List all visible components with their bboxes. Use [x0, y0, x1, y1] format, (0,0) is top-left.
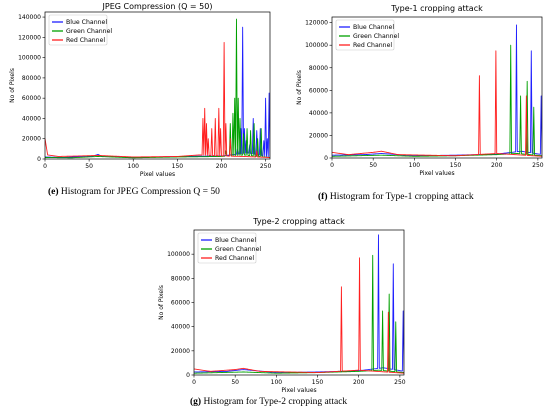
x-tick-label: 100 — [271, 379, 283, 386]
chart-f-xlabel: Pixel values — [419, 170, 454, 177]
caption-f-text: Histogram for Type-1 cropping attack — [329, 192, 474, 202]
x-tick-label: 50 — [85, 163, 93, 170]
chart-f-legend — [335, 19, 395, 51]
y-tick-label: 40000 — [309, 110, 328, 117]
caption-g-text: Histogram for Type-2 cropping attack — [203, 397, 348, 407]
chart-panel-f: Type-1 cropping attack 0 50 100 150 200 250 0 20… — [290, 0, 550, 205]
chart-f-svg: Type-1 cropping attack 0 50 100 150 200 250 0 20… — [296, 4, 544, 177]
chart-f-ylabel: No of Pixels — [296, 70, 303, 105]
series-e-green-channel — [45, 18, 270, 159]
x-tick-label: 0 — [43, 163, 47, 170]
x-tick-label: 150 — [172, 163, 184, 170]
chart-panel-e: JPEG Compression (Q = 50) 0 50 100 150 200 250… — [0, 0, 285, 205]
legend-entry: Red Channel — [215, 255, 254, 262]
y-tick-label: 40000 — [22, 115, 41, 122]
x-tick-label: 200 — [491, 162, 503, 169]
caption-e-letter: (e) — [48, 187, 59, 197]
y-tick-label: 100000 — [167, 251, 190, 258]
chart-e-legend — [48, 14, 108, 46]
y-tick-label: 40000 — [171, 324, 190, 331]
legend-entry: Blue Channel — [215, 237, 256, 244]
y-tick-label: 80000 — [309, 65, 328, 72]
chart-e-ylabel: No of Pixels — [9, 68, 16, 103]
y-tick-label: 0 — [186, 372, 190, 379]
legend-entry: Blue Channel — [66, 19, 107, 26]
y-tick-label: 60000 — [22, 95, 41, 102]
x-tick-label: 100 — [409, 162, 421, 169]
series-f-red-channel — [332, 50, 542, 157]
chart-e-xlabel: Pixel values — [140, 171, 175, 178]
y-tick-label: 80000 — [22, 75, 41, 82]
x-tick-label: 150 — [450, 162, 462, 169]
y-tick-label: 140000 — [18, 14, 41, 21]
x-tick-label: 50 — [369, 162, 377, 169]
x-tick-label: 100 — [128, 163, 140, 170]
legend-entry: Green Channel — [215, 246, 261, 253]
chart-panel-g: Type-2 cropping attack 0 50 100 150 200 250 0 20… — [150, 212, 415, 414]
legend-entry: Blue Channel — [353, 24, 394, 31]
caption-g-letter: (g) — [190, 397, 202, 407]
caption-e: (e) Histogram for JPEG Compression Q = 5… — [48, 187, 220, 197]
x-tick-label: 150 — [312, 379, 324, 386]
x-tick-label: 0 — [330, 162, 334, 169]
x-tick-label: 250 — [394, 379, 406, 386]
x-tick-label: 250 — [260, 163, 272, 170]
y-tick-label: 60000 — [171, 300, 190, 307]
y-tick-label: 20000 — [22, 136, 41, 143]
chart-f-title: Type-1 cropping attack — [390, 4, 483, 13]
caption-f: (f) Histogram for Type-1 cropping attack — [318, 192, 474, 202]
y-tick-label: 100000 — [305, 42, 328, 49]
legend-entry: Red Channel — [66, 37, 105, 44]
caption-g: (g) Histogram for Type-2 cropping attack — [190, 397, 347, 407]
x-tick-label: 200 — [216, 163, 228, 170]
series-g-red-channel — [194, 257, 404, 374]
y-tick-label: 120000 — [18, 34, 41, 41]
caption-f-letter: (f) — [318, 192, 328, 202]
y-tick-label: 60000 — [309, 87, 328, 94]
caption-e-text: Histogram for JPEG Compression Q = 50 — [60, 187, 220, 197]
legend-entry: Green Channel — [353, 33, 399, 40]
series-g-green-channel — [194, 254, 404, 374]
x-tick-label: 250 — [532, 162, 544, 169]
chart-e-frame — [44, 11, 271, 160]
chart-f-frame — [331, 16, 543, 159]
chart-g-xlabel: Pixel values — [281, 387, 316, 394]
y-tick-label: 20000 — [171, 348, 190, 355]
y-tick-label: 20000 — [309, 132, 328, 139]
series-e-red-channel — [45, 41, 270, 158]
chart-g-title: Type-2 cropping attack — [252, 217, 345, 226]
x-tick-label: 0 — [192, 379, 196, 386]
y-tick-label: 120000 — [305, 20, 328, 27]
x-tick-label: 50 — [231, 379, 239, 386]
chart-g-svg: Type-2 cropping attack 0 50 100 150 200 250 0 20… — [158, 217, 406, 394]
y-tick-label: 100000 — [18, 55, 41, 62]
y-tick-label: 80000 — [171, 275, 190, 282]
y-tick-label: 0 — [37, 156, 41, 163]
y-tick-label: 0 — [324, 155, 328, 162]
legend-entry: Red Channel — [353, 42, 392, 49]
series-f-green-channel — [332, 44, 542, 157]
chart-e-title: JPEG Compression (Q = 50) — [102, 2, 213, 11]
x-tick-label: 200 — [353, 379, 365, 386]
chart-g-legend — [197, 232, 257, 264]
chart-e-svg: JPEG Compression (Q = 50) 0 50 100 150 200 250… — [9, 2, 272, 178]
legend-entry: Green Channel — [66, 28, 112, 35]
chart-g-ylabel: No of Pixels — [158, 285, 165, 320]
